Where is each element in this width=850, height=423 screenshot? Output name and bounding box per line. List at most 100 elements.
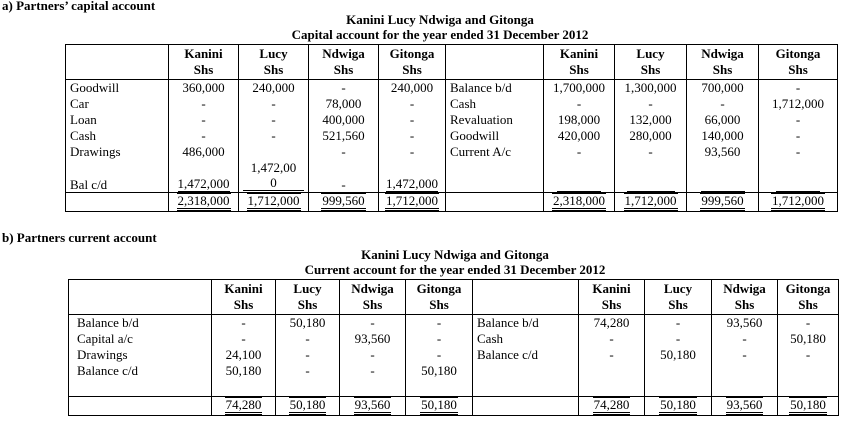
cell: - [168, 112, 239, 128]
cell: 1,472,000 [378, 160, 446, 193]
credit-label [445, 160, 544, 193]
cell: 24,100 [211, 347, 276, 363]
partner-header: Lucy Shs [275, 279, 340, 315]
cell [238, 144, 309, 160]
totals-row: 2,318,000 1,712,000 999,560 1,712,000 2,… [65, 192, 838, 212]
cell [644, 379, 712, 397]
credit-label: Cash [472, 331, 579, 347]
cell: 360,000 [168, 79, 239, 96]
cell [65, 192, 169, 212]
cell [339, 379, 406, 397]
cell: 700,000 [686, 79, 759, 96]
total-cell: 1,712,000 [614, 192, 687, 212]
debit-label: Loan [65, 112, 169, 128]
cell [405, 379, 473, 397]
partner-header: Gitonga Shs [378, 44, 446, 80]
table-row: Balance c/d 50,180 - - 50,180 [68, 363, 839, 379]
cell: 140,000 [686, 128, 759, 144]
total-cell: 1,712,000 [378, 192, 446, 212]
debit-label: Bal c/d [65, 160, 169, 193]
capital-account-table: Kanini Shs Lucy Shs Ndwiga Shs Gitonga Shs K… [65, 44, 838, 212]
cell: - [308, 79, 379, 96]
cell: - [578, 347, 645, 363]
cell: - [758, 144, 838, 160]
debit-label: Capital a/c [68, 331, 212, 347]
balance-cd-row: Bal c/d 1,472,000 1,472,00 0 - 1,472,000 [65, 160, 838, 193]
cell: - [777, 347, 839, 363]
cell [758, 160, 838, 193]
total-cell: 2,318,000 [168, 192, 239, 212]
partner-header: Ndwiga Shs [711, 279, 778, 315]
cell: - [543, 144, 615, 160]
cell: - [711, 347, 778, 363]
cell: 66,000 [686, 112, 759, 128]
current-account-period: Current account for the year ended 31 De… [304, 262, 606, 277]
total-cell: 93,560 [339, 396, 406, 416]
cell: - [405, 347, 473, 363]
cell: 1,712,000 [758, 96, 838, 112]
cell: 50,180 [211, 363, 276, 379]
cell: - [308, 144, 379, 160]
total-cell: 93,560 [711, 396, 778, 416]
cell: 50,180 [275, 314, 340, 331]
table-row: Loan - - 400,000 - Revaluation 198,000 1… [65, 112, 838, 128]
debit-label: Cash [65, 128, 169, 144]
cell: - [614, 144, 687, 160]
cell: 420,000 [543, 128, 615, 144]
cell: - [758, 112, 838, 128]
cell: 78,000 [308, 96, 379, 112]
cell: - [378, 144, 446, 160]
cell: - [308, 160, 379, 193]
cell: 74,280 [578, 314, 645, 331]
cell [472, 396, 579, 416]
cell: - [758, 79, 838, 96]
cell: - [686, 96, 759, 112]
credit-label: Current A/c [445, 144, 544, 160]
section-b-heading: b) Partners current account [2, 230, 157, 245]
total-cell: 999,560 [686, 192, 759, 212]
credit-label: Balance c/d [472, 347, 579, 363]
credit-particulars-header [472, 279, 579, 315]
total-cell: 1,712,000 [758, 192, 838, 212]
cell [68, 396, 212, 416]
cell [445, 192, 544, 212]
credit-label: Cash [445, 96, 544, 112]
debit-label: Balance c/d [68, 363, 212, 379]
total-cell: 50,180 [275, 396, 340, 416]
table-row: Drawings 486,000 - - Current A/c - - 93,… [65, 144, 838, 160]
partner-header: Gitonga Shs [758, 44, 838, 80]
cell: - [378, 112, 446, 128]
cell: 1,700,000 [543, 79, 615, 96]
partner-header: Ndwiga Shs [308, 44, 379, 80]
cell: 93,560 [339, 331, 406, 347]
total-cell: 74,280 [578, 396, 645, 416]
section-a-heading: a) Partners’ capital account [2, 0, 156, 13]
cell: - [758, 128, 838, 144]
cell: 400,000 [308, 112, 379, 128]
credit-label: Balance b/d [472, 314, 579, 331]
total-cell: 74,280 [211, 396, 276, 416]
cell: - [777, 314, 839, 331]
cell: - [543, 96, 615, 112]
cell: 50,180 [405, 363, 473, 379]
cell [614, 160, 687, 193]
debit-particulars-header [68, 279, 212, 315]
cell: - [275, 331, 340, 347]
cell: 1,300,000 [614, 79, 687, 96]
credit-label: Revaluation [445, 112, 544, 128]
table-row: Cash - - 521,560 - Goodwill 420,000 280,… [65, 128, 838, 144]
cell [644, 363, 712, 379]
partner-header: Ndwiga Shs [686, 44, 759, 80]
debit-label: Drawings [68, 347, 212, 363]
cell: - [211, 314, 276, 331]
current-account-title: Kanini Lucy Ndwiga and Gitonga Current a… [175, 247, 735, 277]
cell: - [405, 314, 473, 331]
table-row: Capital a/c - - 93,560 - Cash - - - 50,1… [68, 331, 839, 347]
cell: - [211, 331, 276, 347]
total-cell: 50,180 [644, 396, 712, 416]
debit-particulars-header [65, 44, 169, 80]
cell: - [405, 331, 473, 347]
partner-header: Lucy Shs [238, 44, 309, 80]
cell [578, 363, 645, 379]
